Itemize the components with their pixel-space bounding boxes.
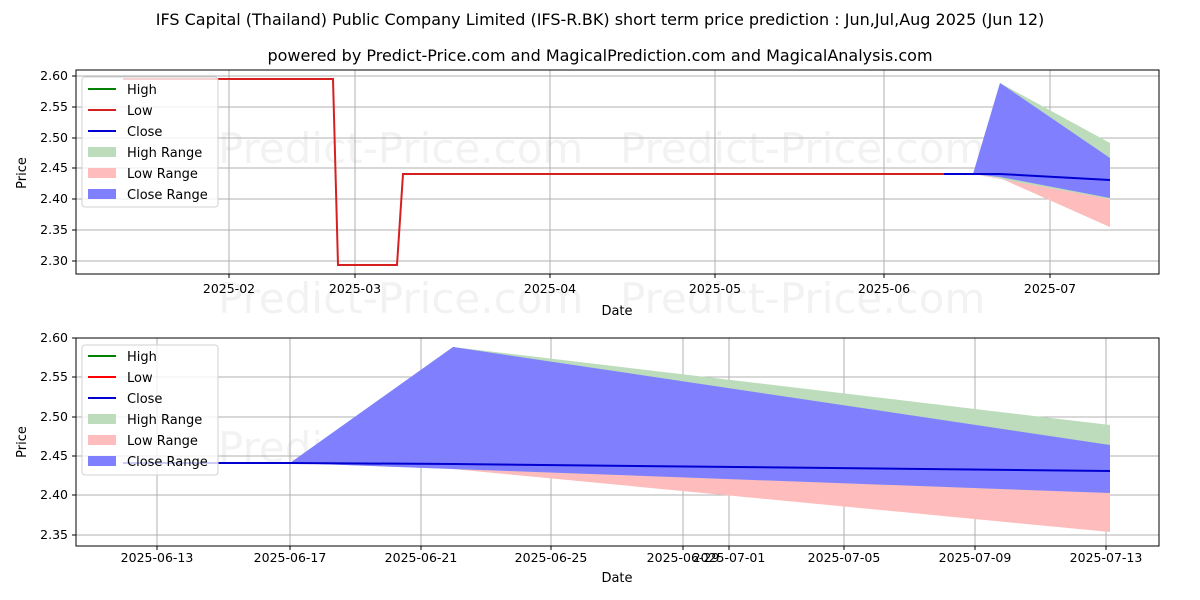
bottom-plot-border xyxy=(75,337,1160,547)
legend-high-range-label: High Range xyxy=(127,146,202,161)
x-tick-label: 2025-07-09 xyxy=(939,550,1012,565)
bottom-chart: Predict-Price.com Predict-Price.com xyxy=(15,330,1160,586)
legend-low-label: Low xyxy=(127,104,153,119)
legend-close-range-swatch xyxy=(88,456,116,466)
top-watermarks: Predict-Price.com Predict-Price.com Pred… xyxy=(218,124,985,323)
x-axis-label: Date xyxy=(601,571,632,586)
legend-high-range-label: High Range xyxy=(127,413,202,428)
y-tick-label: 2.55 xyxy=(40,369,68,384)
y-tick-label: 2.55 xyxy=(40,99,68,114)
top-close-line xyxy=(944,173,1111,181)
legend-high-label: High xyxy=(127,350,157,365)
legend-low-range-swatch xyxy=(88,435,116,445)
x-tick-label: 2025-06-13 xyxy=(121,550,194,565)
legend-low-range-swatch xyxy=(88,168,116,178)
y-tick-label: 2.35 xyxy=(40,527,68,542)
bottom-close-range xyxy=(290,347,1110,493)
watermark: Predict-Price.com xyxy=(218,124,583,173)
bottom-x-axis: 2025-06-13 2025-06-17 2025-06-21 2025-06… xyxy=(121,546,1143,586)
y-axis-label: Price xyxy=(15,157,30,189)
bottom-low-range xyxy=(290,463,1110,532)
legend-close-range-label: Close Range xyxy=(127,188,208,203)
legend-high-label: High xyxy=(127,83,157,98)
watermark: Predict-Price.com xyxy=(620,274,985,323)
watermark: Predict-Price.com xyxy=(620,124,985,173)
y-tick-label: 2.60 xyxy=(40,68,68,83)
x-tick-label: 2025-06-25 xyxy=(515,550,588,565)
x-tick-label: 2025-04 xyxy=(524,281,576,296)
y-tick-label: 2.40 xyxy=(40,487,68,502)
top-chart: Predict-Price.com Predict-Price.com Pred… xyxy=(15,68,1160,323)
top-grid xyxy=(76,70,1159,274)
legend-low-range-label: Low Range xyxy=(127,167,198,182)
y-tick-label: 2.30 xyxy=(40,253,68,268)
bottom-legend: High Low Close High Range Low Range Clos… xyxy=(81,344,219,476)
legend-close-range-swatch xyxy=(88,189,116,199)
legend-high-range-swatch xyxy=(88,147,116,157)
x-tick-label: 2025-03 xyxy=(329,281,381,296)
legend-close-label: Close xyxy=(127,125,162,140)
legend-close-range-label: Close Range xyxy=(127,455,208,470)
top-plot-border xyxy=(75,69,1160,275)
top-y-axis: 2.60 2.55 2.50 2.45 2.40 2.35 2.30 Price xyxy=(15,68,76,268)
legend-low-range-label: Low Range xyxy=(127,434,198,449)
y-tick-label: 2.50 xyxy=(40,409,68,424)
y-tick-label: 2.60 xyxy=(40,330,68,345)
x-tick-label: 2025-07-01 xyxy=(693,550,766,565)
y-tick-label: 2.45 xyxy=(40,448,68,463)
x-tick-label: 2025-07 xyxy=(1024,281,1076,296)
watermark: Predict-Price.com xyxy=(218,274,583,323)
x-tick-label: 2025-06-21 xyxy=(385,550,458,565)
legend-low-label: Low xyxy=(127,371,153,386)
x-tick-label: 2025-07-05 xyxy=(808,550,881,565)
bottom-y-axis: 2.60 2.55 2.50 2.45 2.40 2.35 Price xyxy=(15,330,76,542)
chart-title: IFS Capital (Thailand) Public Company Li… xyxy=(155,10,1045,29)
y-tick-label: 2.40 xyxy=(40,191,68,206)
legend-high-range-swatch xyxy=(88,414,116,424)
top-x-axis: 2025-02 2025-03 2025-04 2025-05 2025-06 … xyxy=(203,274,1076,319)
x-tick-label: 2025-07-13 xyxy=(1070,550,1143,565)
x-tick-label: 2025-06-29 xyxy=(647,550,720,565)
y-axis-label: Price xyxy=(15,426,30,458)
top-legend: High Low Close High Range Low Range Clos… xyxy=(81,76,219,208)
y-tick-label: 2.35 xyxy=(40,222,68,237)
top-low-range xyxy=(973,174,1110,227)
y-tick-label: 2.50 xyxy=(40,130,68,145)
x-tick-label: 2025-06-17 xyxy=(254,550,327,565)
y-tick-label: 2.45 xyxy=(40,160,68,175)
chart-subtitle: powered by Predict-Price.com and Magical… xyxy=(267,46,933,65)
x-tick-label: 2025-05 xyxy=(689,281,741,296)
top-low-line xyxy=(123,78,944,266)
x-tick-label: 2025-06 xyxy=(858,281,910,296)
legend-close-label: Close xyxy=(127,392,162,407)
x-axis-label: Date xyxy=(601,304,632,319)
x-tick-label: 2025-02 xyxy=(203,281,255,296)
top-close-range xyxy=(973,83,1110,198)
